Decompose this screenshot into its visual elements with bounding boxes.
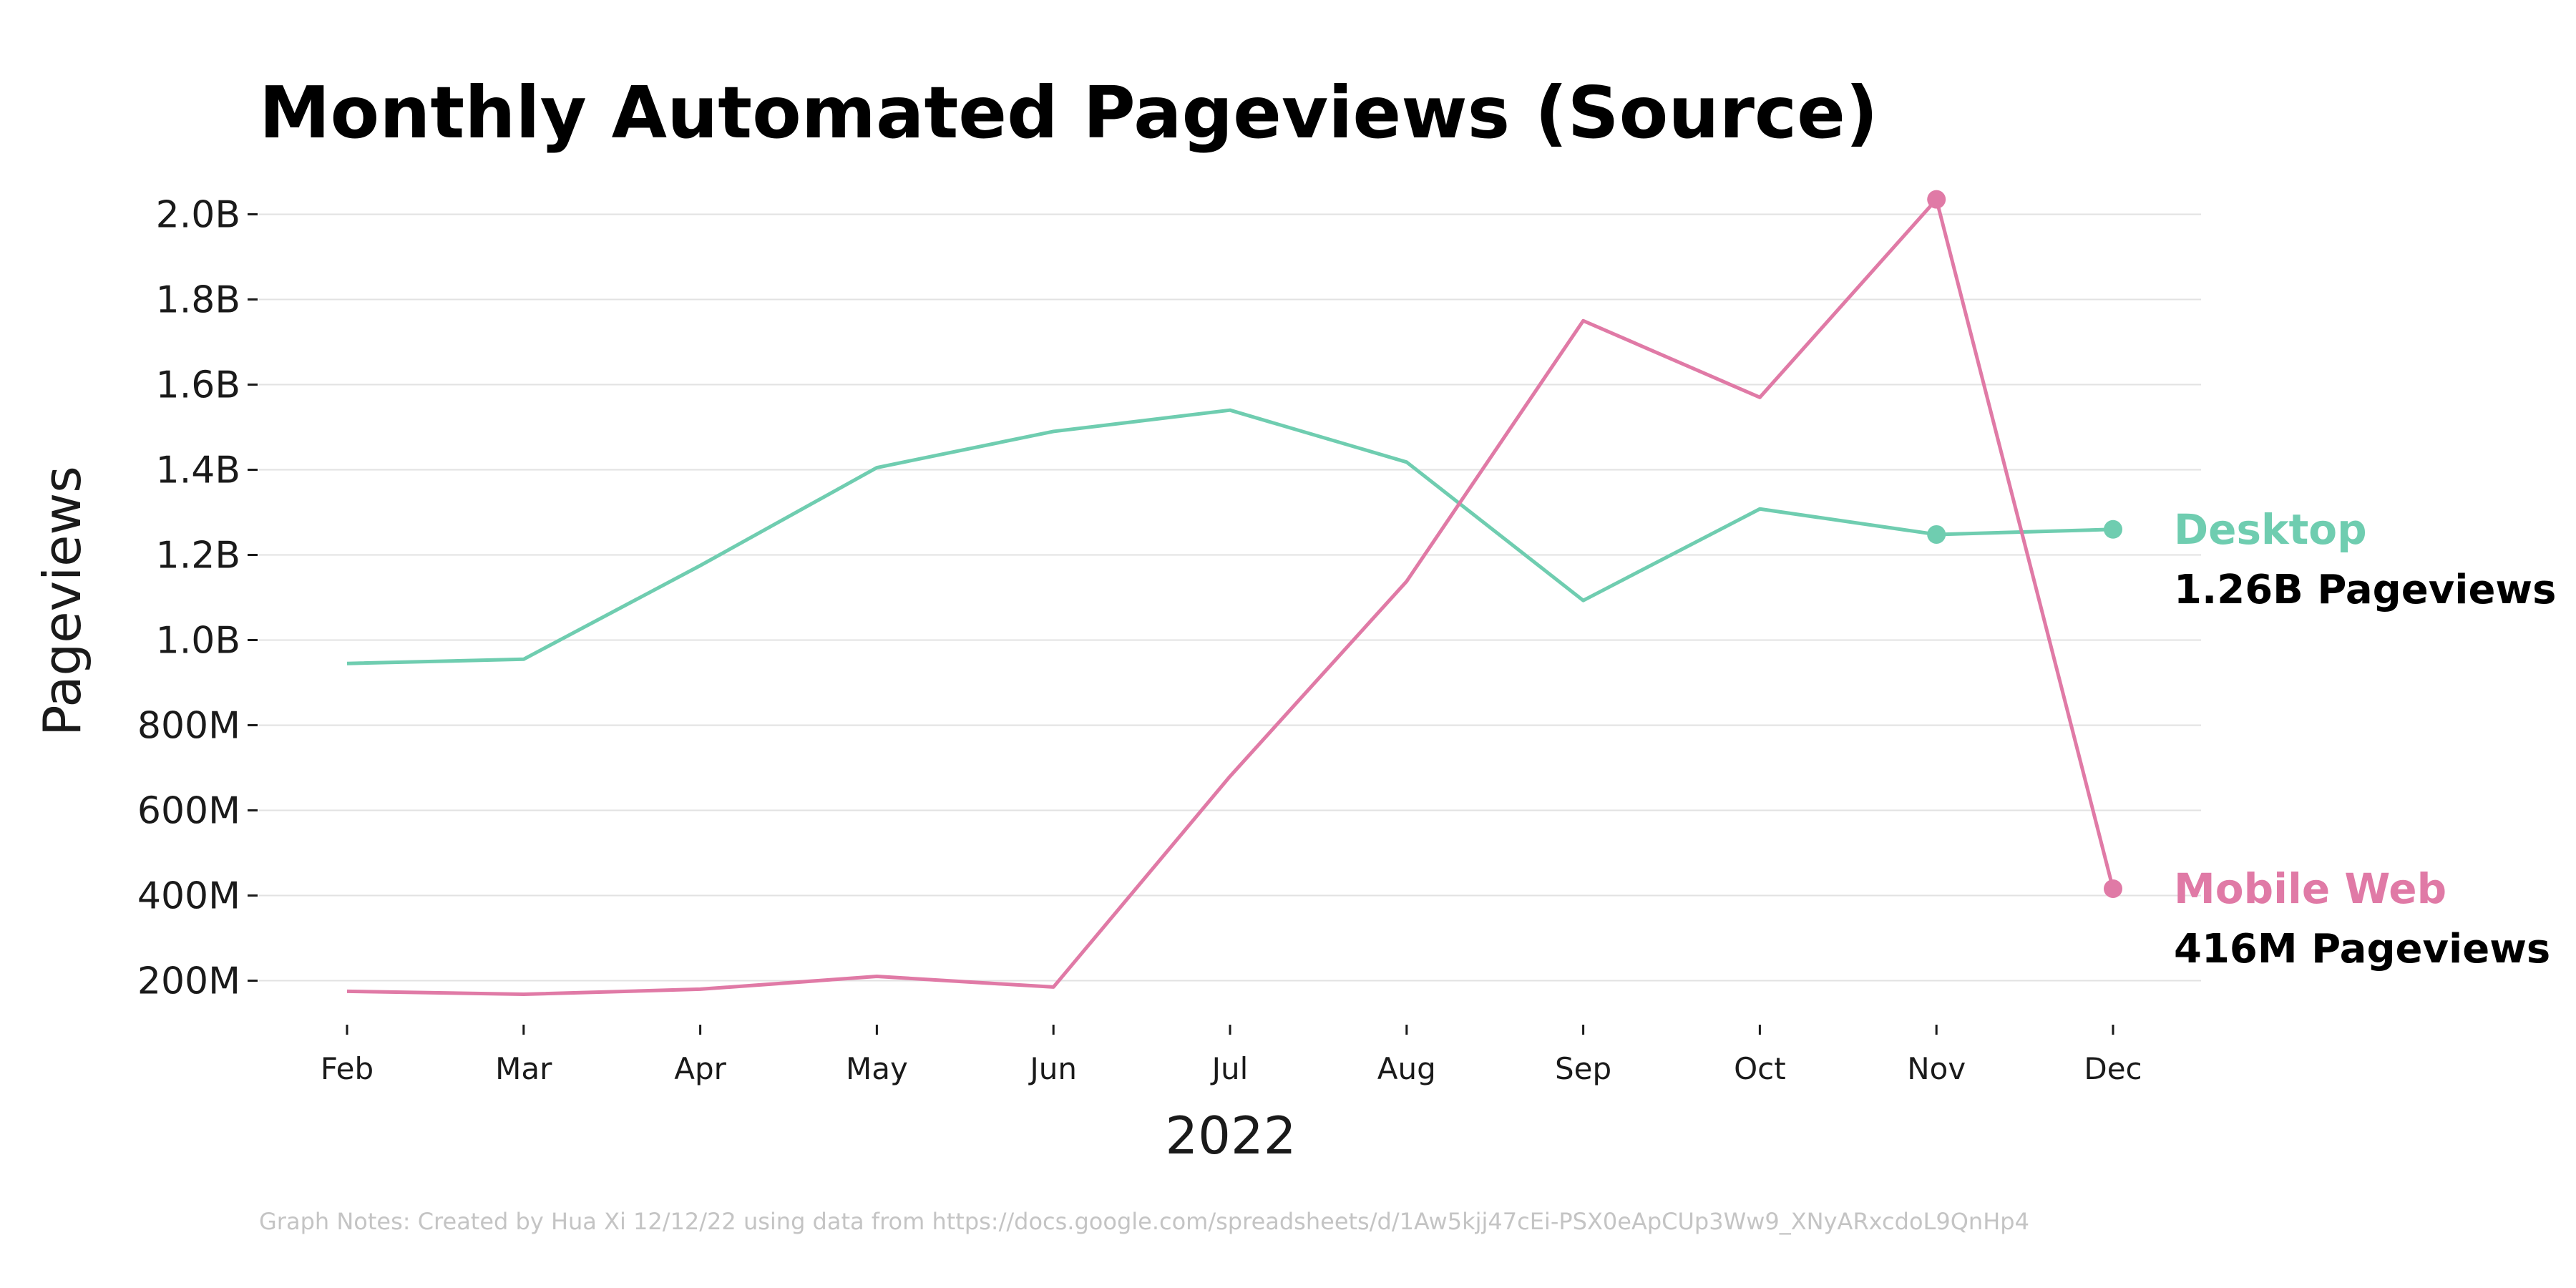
chart-title: Monthly Automated Pageviews (Source) [259,71,1878,155]
series-line-mobile-web [346,197,2115,997]
x-tick-label: Sep [1555,1051,1611,1086]
point-marker-desktop [1927,525,1946,544]
y-tick-label: 600M [137,790,240,833]
x-tick-label: Aug [1377,1051,1436,1086]
x-axis: Feb Mar Apr May Jun Jul Aug Sep Oct Nov Dec [321,1025,2142,1086]
x-tick-label: Feb [321,1051,374,1086]
series-line-desktop [346,408,2114,665]
point-marker-desktop [2104,519,2122,539]
y-tick-label: 2.0B [156,194,240,237]
y-tick-label: 800M [137,705,240,748]
x-tick-label: Jul [1210,1051,1249,1086]
series-label-mobile-web: Mobile Web [2174,864,2446,913]
series-value-label-desktop: 1.26B Pageviews [2174,567,2557,613]
graph-notes: Graph Notes: Created by Hua Xi 12/12/22 … [259,1208,2029,1235]
y-tick-label: 400M [137,875,240,918]
x-tick-label: Mar [495,1051,552,1086]
series-lines [346,190,2122,997]
gridlines [259,213,2201,982]
x-tick-label: May [846,1051,908,1086]
series-label-desktop: Desktop [2174,505,2367,554]
y-tick-label: 1.2B [156,535,240,577]
y-axis-label: Pageviews [32,466,92,736]
y-tick-label: 200M [137,960,240,1003]
x-tick-label: Dec [2084,1051,2142,1086]
x-axis-label: 2022 [1165,1106,1296,1166]
point-marker-mobile-web [2104,879,2122,898]
direct-labels: Desktop 1.26B Pageviews Mobile Web 416M Pag… [2174,505,2557,972]
point-marker-mobile-web [1927,190,1946,209]
x-tick-label: Oct [1734,1051,1786,1086]
y-axis: 200M 400M 600M 800M 1.0B 1.2B 1.4B 1.6B 1.8B 2.0B [137,194,258,1003]
y-tick-label: 1.8B [156,279,240,322]
y-tick-label: 1.6B [156,364,240,407]
y-tick-label: 1.0B [156,620,240,663]
x-tick-label: Jun [1028,1051,1077,1086]
x-tick-label: Apr [674,1051,726,1086]
series-value-label-mobile-web: 416M Pageviews [2174,926,2550,972]
y-tick-label: 1.4B [156,449,240,492]
x-tick-label: Nov [1907,1051,1966,1086]
